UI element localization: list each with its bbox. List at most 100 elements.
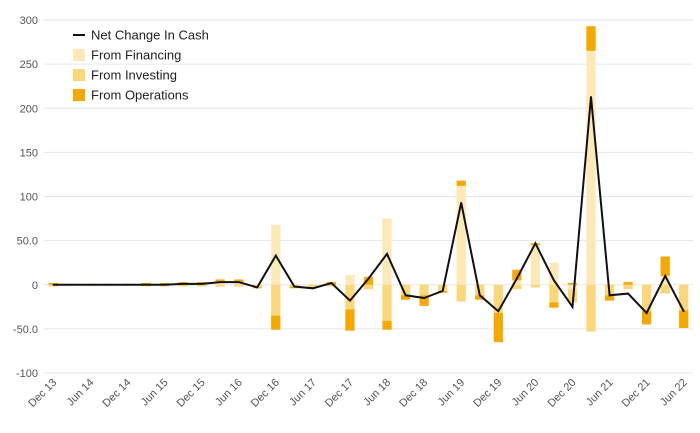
bar-from-operations — [419, 295, 429, 306]
x-tick-label: Jun 14 — [65, 377, 97, 409]
bar-from-operations — [48, 282, 58, 285]
x-tick-label: Jun 18 — [361, 377, 393, 409]
x-tick-label: Jun 15 — [139, 377, 171, 409]
bar-from-financing — [215, 282, 225, 285]
legend-label: From Investing — [91, 68, 177, 83]
bar-from-investing — [586, 284, 596, 332]
legend-label: From Financing — [91, 48, 181, 63]
bar-from-operations — [456, 180, 466, 186]
y-tick-label: 0 — [32, 280, 38, 292]
x-tick-label: Dec 20 — [545, 377, 578, 410]
net-change-point — [608, 294, 611, 297]
net-change-point — [404, 294, 407, 297]
y-tick-label: 50.0 — [17, 236, 38, 248]
net-change-point — [478, 294, 481, 297]
bar-from-investing — [549, 284, 559, 303]
bar-from-financing — [567, 284, 578, 290]
net-change-point — [200, 283, 203, 285]
bar-from-investing — [512, 284, 522, 290]
net-change-point — [627, 292, 629, 295]
y-tick-label: 150 — [20, 147, 38, 159]
bar-from-operations — [567, 282, 578, 285]
net-change-point — [237, 281, 240, 283]
legend-swatch — [73, 49, 85, 61]
net-change-point — [108, 283, 110, 286]
net-change-point — [460, 201, 463, 204]
net-change-point — [534, 242, 537, 245]
x-tick-label: Dec 14 — [100, 377, 133, 410]
bar-from-investing — [271, 284, 281, 316]
net-change-point — [52, 283, 55, 286]
bar-from-investing — [196, 284, 207, 287]
bar-from-operations — [234, 279, 244, 283]
bar-from-investing — [400, 284, 411, 296]
y-tick-label: 200 — [20, 103, 38, 115]
bar-from-operations — [642, 311, 652, 325]
x-tick-label: Jun 17 — [287, 377, 319, 409]
bar-from-financing — [586, 50, 596, 285]
bar-from-financing — [382, 218, 392, 285]
net-change-point — [182, 283, 184, 285]
net-change-point — [71, 283, 73, 286]
bar-from-investing — [178, 284, 188, 287]
net-change-point — [219, 281, 221, 283]
bar-from-investing — [345, 284, 355, 310]
net-change-point — [571, 306, 574, 308]
bar-from-operations — [623, 282, 633, 285]
legend-item-from-financing[interactable]: From Financing — [73, 48, 181, 63]
net-change-point — [256, 286, 259, 289]
net-change-point — [274, 254, 277, 257]
bar-from-operations — [475, 295, 485, 300]
bar-from-operations — [660, 256, 670, 276]
net-change-point — [386, 253, 388, 255]
x-tick-label: Dec 15 — [175, 377, 208, 410]
net-change-point — [126, 283, 129, 286]
bar-from-investing — [623, 284, 633, 290]
bar-from-operations — [493, 312, 503, 343]
x-tick-label: Jun 22 — [658, 377, 690, 409]
bar-from-operations — [512, 269, 522, 281]
bar-from-investing — [363, 284, 374, 290]
net-change-point — [553, 279, 555, 282]
y-axis-ticks: -100 -50.0 0 50.0 100 150 200 250 300 — [13, 15, 38, 380]
net-change-point — [330, 282, 333, 284]
bar-from-financing — [549, 262, 559, 285]
bar-from-investing — [530, 284, 541, 288]
net-change-point — [497, 310, 500, 313]
legend-item-from-operations[interactable]: From Operations — [73, 88, 189, 103]
x-tick-label: Jun 21 — [584, 377, 616, 409]
bar-from-financing — [234, 282, 244, 285]
legend-swatch — [73, 69, 85, 81]
y-tick-label: -100 — [16, 368, 38, 380]
net-change-point — [163, 283, 166, 286]
legend-item-from-investing[interactable]: From Investing — [73, 68, 177, 83]
net-change-point — [145, 283, 147, 286]
legend-item-net-change-in-cash[interactable]: Net Change In Cash — [73, 28, 209, 43]
x-tick-label: Jun 16 — [213, 377, 245, 409]
net-change-line-layer — [52, 95, 685, 315]
bar-from-investing — [493, 284, 503, 313]
legend[interactable]: Net Change In Cash From Financing From Inv… — [73, 28, 209, 103]
x-tick-label: Dec 17 — [323, 377, 356, 410]
bar-from-investing — [419, 284, 429, 296]
bar-from-financing — [530, 245, 541, 285]
bar-from-operations — [363, 276, 374, 285]
legend-label: Net Change In Cash — [91, 28, 209, 43]
bar-from-operations — [400, 295, 411, 300]
net-change-point — [441, 290, 444, 292]
net-change-point — [293, 285, 296, 288]
bar-from-operations — [345, 309, 355, 331]
bar-from-investing — [326, 284, 337, 287]
net-change-point — [590, 95, 592, 98]
x-tick-label: Dec 16 — [249, 377, 282, 410]
x-tick-label: Jun 19 — [435, 377, 467, 409]
bar-from-financing — [512, 280, 522, 285]
x-tick-label: Dec 13 — [26, 377, 59, 410]
bar-from-investing — [456, 284, 466, 302]
net-change-point — [349, 299, 351, 302]
bar-from-financing — [660, 275, 670, 285]
net-change-point — [367, 277, 370, 280]
bar-from-investing — [660, 284, 670, 294]
bar-from-investing — [308, 284, 318, 288]
